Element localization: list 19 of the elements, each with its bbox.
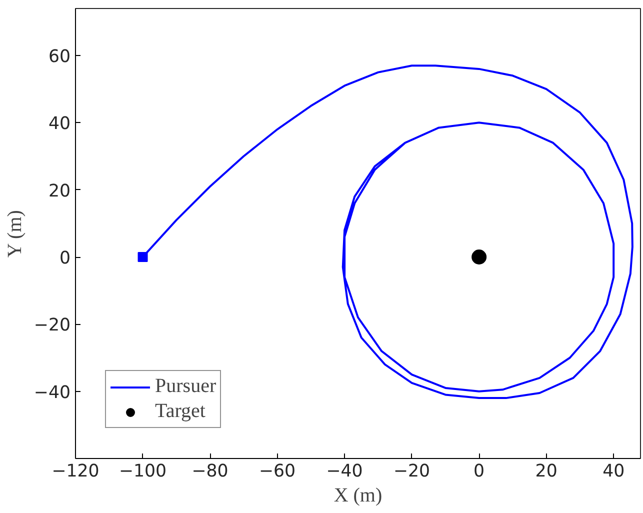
x-tick-label: 40 bbox=[602, 462, 625, 482]
x-tick-label: −20 bbox=[394, 462, 430, 482]
x-tick-label: −120 bbox=[52, 462, 100, 482]
x-tick-label: 0 bbox=[474, 462, 485, 482]
x-tick-label: −100 bbox=[118, 462, 167, 482]
x-tick-label: 20 bbox=[535, 462, 558, 482]
y-tick-label: 0 bbox=[59, 248, 71, 269]
x-tick-label: −60 bbox=[259, 462, 296, 482]
y-tick-label: 40 bbox=[48, 114, 71, 134]
x-tick-label: −40 bbox=[326, 462, 363, 482]
y-tick-label: −40 bbox=[34, 382, 71, 403]
legend-label: Pursuer bbox=[155, 375, 216, 398]
y-axis-title: Y (m) bbox=[4, 210, 26, 258]
y-tick-label: 60 bbox=[48, 47, 71, 68]
x-axis-title: X (m) bbox=[334, 484, 382, 506]
y-tick-label: 20 bbox=[48, 181, 71, 202]
y-tick-label: −20 bbox=[34, 316, 71, 336]
legend-label: Target bbox=[155, 400, 206, 423]
x-tick-label: −80 bbox=[192, 462, 228, 482]
